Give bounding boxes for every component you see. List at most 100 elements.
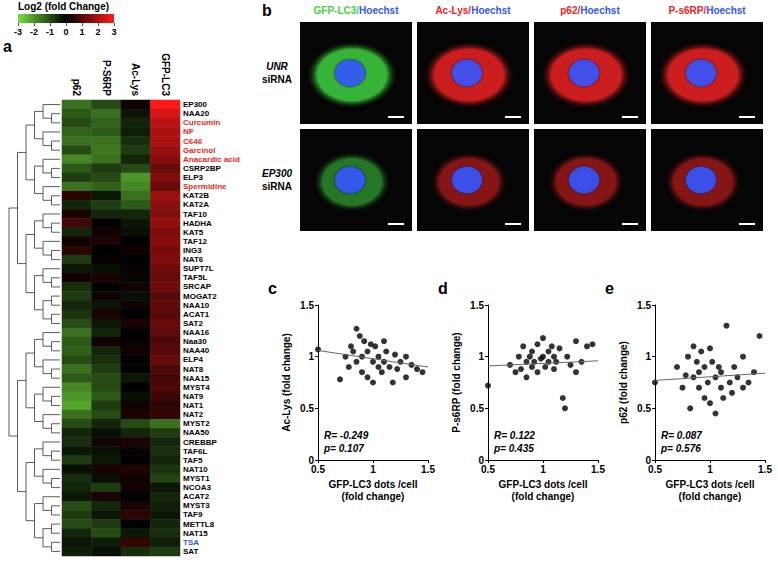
svg-text:(fold change): (fold change)	[679, 491, 742, 502]
svg-text:SAT: SAT	[183, 547, 199, 556]
svg-text:C646: C646	[183, 137, 203, 146]
svg-text:HADHA: HADHA	[183, 219, 212, 228]
svg-text:TAF6L: TAF6L	[183, 447, 207, 456]
svg-text:MYST1: MYST1	[183, 474, 210, 483]
svg-text:NF: NF	[183, 127, 194, 136]
svg-text:2: 2	[95, 27, 100, 37]
svg-text:-2: -2	[30, 27, 38, 37]
svg-text:TAF5L: TAF5L	[183, 273, 207, 282]
svg-text:NAA20: NAA20	[183, 109, 210, 118]
svg-text:TSA: TSA	[183, 538, 199, 547]
svg-text:METTL8: METTL8	[183, 520, 215, 529]
svg-text:Hoechst: Hoechst	[580, 5, 620, 16]
svg-text:NAT1: NAT1	[183, 401, 204, 410]
svg-text:0.5: 0.5	[481, 464, 495, 475]
svg-text:Naa30: Naa30	[183, 337, 207, 346]
svg-text:Ac-Lys: Ac-Lys	[130, 63, 141, 96]
svg-text:NAA40: NAA40	[183, 346, 210, 355]
svg-text:1: 1	[370, 464, 376, 475]
svg-text:NAA15: NAA15	[183, 374, 210, 383]
svg-text:1: 1	[308, 351, 314, 362]
svg-text:KAT2A: KAT2A	[183, 200, 209, 209]
svg-text:1.5: 1.5	[591, 464, 605, 475]
svg-text:NAT8: NAT8	[183, 365, 204, 374]
svg-text:(fold change): (fold change)	[512, 491, 575, 502]
svg-text:P-s6RP/: P-s6RP/	[668, 5, 706, 16]
svg-text:p62: p62	[71, 79, 82, 97]
svg-text:NAT2: NAT2	[183, 410, 204, 419]
svg-text:SAT2: SAT2	[183, 319, 203, 328]
svg-text:-1: -1	[46, 27, 54, 37]
svg-text:Ac-Lys (fold change): Ac-Lys (fold change)	[281, 333, 292, 432]
svg-text:R= -0.249: R= -0.249	[324, 430, 369, 441]
svg-text:ACAT1: ACAT1	[183, 310, 210, 319]
svg-text:GFP-LC3: GFP-LC3	[160, 53, 171, 96]
svg-text:P-s6RP (fold change): P-s6RP (fold change)	[451, 332, 462, 432]
svg-text:CREBBP: CREBBP	[183, 438, 217, 447]
svg-text:SRCAP: SRCAP	[183, 282, 212, 291]
svg-text:MYST4: MYST4	[183, 383, 210, 392]
svg-text:0.5: 0.5	[300, 403, 314, 414]
svg-text:c: c	[268, 280, 277, 297]
svg-text:TAF10: TAF10	[183, 210, 207, 219]
svg-text:Hoechst: Hoechst	[359, 5, 399, 16]
svg-text:0: 0	[63, 27, 68, 37]
svg-text:p62 (fold change): p62 (fold change)	[618, 341, 629, 424]
svg-text:siRNA: siRNA	[262, 74, 292, 85]
svg-text:R= 0.087: R= 0.087	[661, 430, 702, 441]
svg-text:d: d	[438, 280, 448, 297]
svg-text:TAF12: TAF12	[183, 237, 207, 246]
svg-text:NAT10: NAT10	[183, 465, 208, 474]
svg-text:NAA10: NAA10	[183, 301, 210, 310]
svg-text:Anacardic acid: Anacardic acid	[183, 155, 240, 164]
svg-text:GFP-LC3/: GFP-LC3/	[313, 5, 359, 16]
svg-text:ELP3: ELP3	[183, 173, 204, 182]
svg-text:1.5: 1.5	[758, 464, 772, 475]
svg-text:R= 0.122: R= 0.122	[494, 430, 535, 441]
svg-text:0.5: 0.5	[311, 464, 325, 475]
svg-text:TAF9: TAF9	[183, 510, 203, 519]
svg-text:a: a	[3, 38, 12, 55]
svg-text:NCOA3: NCOA3	[183, 483, 212, 492]
svg-text:ACAT2: ACAT2	[183, 492, 210, 501]
svg-text:1: 1	[540, 464, 546, 475]
svg-text:b: b	[262, 2, 272, 19]
svg-text:ING3: ING3	[183, 246, 202, 255]
svg-text:-3: -3	[14, 27, 22, 37]
svg-text:Ac-Lys/: Ac-Lys/	[435, 5, 471, 16]
svg-text:p= 0.107: p= 0.107	[323, 443, 364, 454]
svg-text:Curcumin: Curcumin	[183, 118, 220, 127]
svg-text:SUPT7L: SUPT7L	[183, 264, 214, 273]
svg-text:1: 1	[707, 464, 713, 475]
svg-text:MOGAT2: MOGAT2	[183, 292, 217, 301]
svg-text:ELP4: ELP4	[183, 355, 204, 364]
svg-text:1: 1	[79, 27, 84, 37]
svg-text:NAT15: NAT15	[183, 529, 208, 538]
svg-text:GFP-LC3 dots /cell: GFP-LC3 dots /cell	[666, 479, 755, 490]
svg-text:NAT9: NAT9	[183, 392, 204, 401]
svg-text:EP300: EP300	[262, 168, 292, 179]
svg-text:UNR: UNR	[266, 61, 288, 72]
svg-text:GFP-LC3 dots /cell: GFP-LC3 dots /cell	[329, 479, 418, 490]
svg-text:1.5: 1.5	[421, 464, 435, 475]
svg-text:Spermidine: Spermidine	[183, 182, 227, 191]
svg-text:0.5: 0.5	[648, 464, 662, 475]
svg-text:EP300: EP300	[183, 100, 208, 109]
svg-text:1.5: 1.5	[637, 300, 651, 311]
svg-text:p= 0.435: p= 0.435	[493, 443, 534, 454]
svg-text:NAT6: NAT6	[183, 255, 204, 264]
svg-text:p= 0.576: p= 0.576	[660, 443, 701, 454]
svg-text:p62/: p62/	[560, 5, 580, 16]
svg-text:TAF5: TAF5	[183, 456, 203, 465]
svg-text:KAT2B: KAT2B	[183, 191, 209, 200]
svg-text:KAT5: KAT5	[183, 228, 204, 237]
svg-text:MYST3: MYST3	[183, 501, 210, 510]
svg-text:siRNA: siRNA	[262, 181, 292, 192]
svg-text:NAA50: NAA50	[183, 428, 210, 437]
svg-text:Log2 (fold Change): Log2 (fold Change)	[18, 1, 109, 12]
svg-text:MYST2: MYST2	[183, 419, 210, 428]
svg-text:GFP-LC3 dots /cell: GFP-LC3 dots /cell	[499, 479, 588, 490]
svg-text:(fold change): (fold change)	[342, 491, 405, 502]
svg-text:3: 3	[111, 27, 116, 37]
svg-text:Hoechst: Hoechst	[471, 5, 511, 16]
